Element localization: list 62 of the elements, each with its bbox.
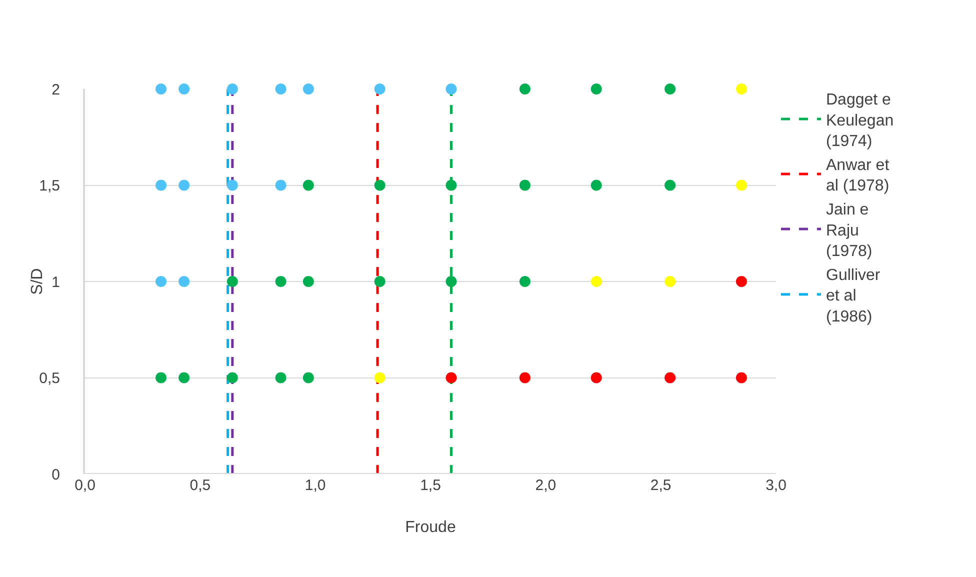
point [302,372,314,384]
point [374,372,386,384]
y-axis-title: S/D [29,268,46,295]
legend-label: Jain e Raju (1978) [826,201,872,260]
point [664,276,676,287]
point [156,180,167,191]
point [446,276,457,287]
point [156,372,167,384]
x-tick-label: 2,0 [535,477,556,494]
point [590,276,602,287]
x-tick-label: 0,0 [74,477,96,494]
legend-label: Anwar et al (1978) [826,156,890,195]
point [275,84,286,94]
point [226,276,238,287]
point [590,84,602,94]
x-tick-label: 0,5 [190,477,211,494]
point [664,180,676,191]
point [178,180,190,191]
point [736,276,747,287]
point [178,84,190,94]
point [302,276,314,287]
point [374,180,386,191]
point [446,84,457,94]
point [374,84,386,94]
point [226,372,238,384]
x-tick-label: 1,5 [420,477,441,494]
y-tick-label: 2 [52,81,60,98]
point [226,180,238,191]
point [275,276,286,287]
point [302,84,314,94]
y-tick-label: 0 [52,466,60,484]
point [374,276,386,287]
x-tick-label: 2,5 [650,477,672,494]
point [664,372,676,384]
x-tick-label: 1,0 [304,477,326,494]
legend-label: Dagget e Keulegan (1974) [826,91,894,150]
point [156,276,167,287]
point [519,372,530,384]
point [156,84,167,94]
x-axis-title: Froude [405,519,456,536]
y-tick-label: 1,5 [39,178,60,194]
point [302,180,314,191]
point [519,84,530,94]
point [519,180,530,191]
y-tick-label: 0,5 [39,370,60,387]
point [446,372,457,384]
y-tick-label: 1 [52,274,60,291]
point [446,180,457,191]
point [736,84,747,94]
point [736,180,747,191]
point [178,372,190,384]
legend-label: Gulliver et al (1986) [826,266,881,326]
point [275,372,286,384]
x-tick-label: 3,0 [766,477,786,494]
point [519,276,530,287]
point [275,180,286,191]
point [226,84,238,94]
point [178,276,190,287]
point [590,180,602,191]
point [736,372,747,384]
point [664,84,676,94]
point [590,372,602,384]
